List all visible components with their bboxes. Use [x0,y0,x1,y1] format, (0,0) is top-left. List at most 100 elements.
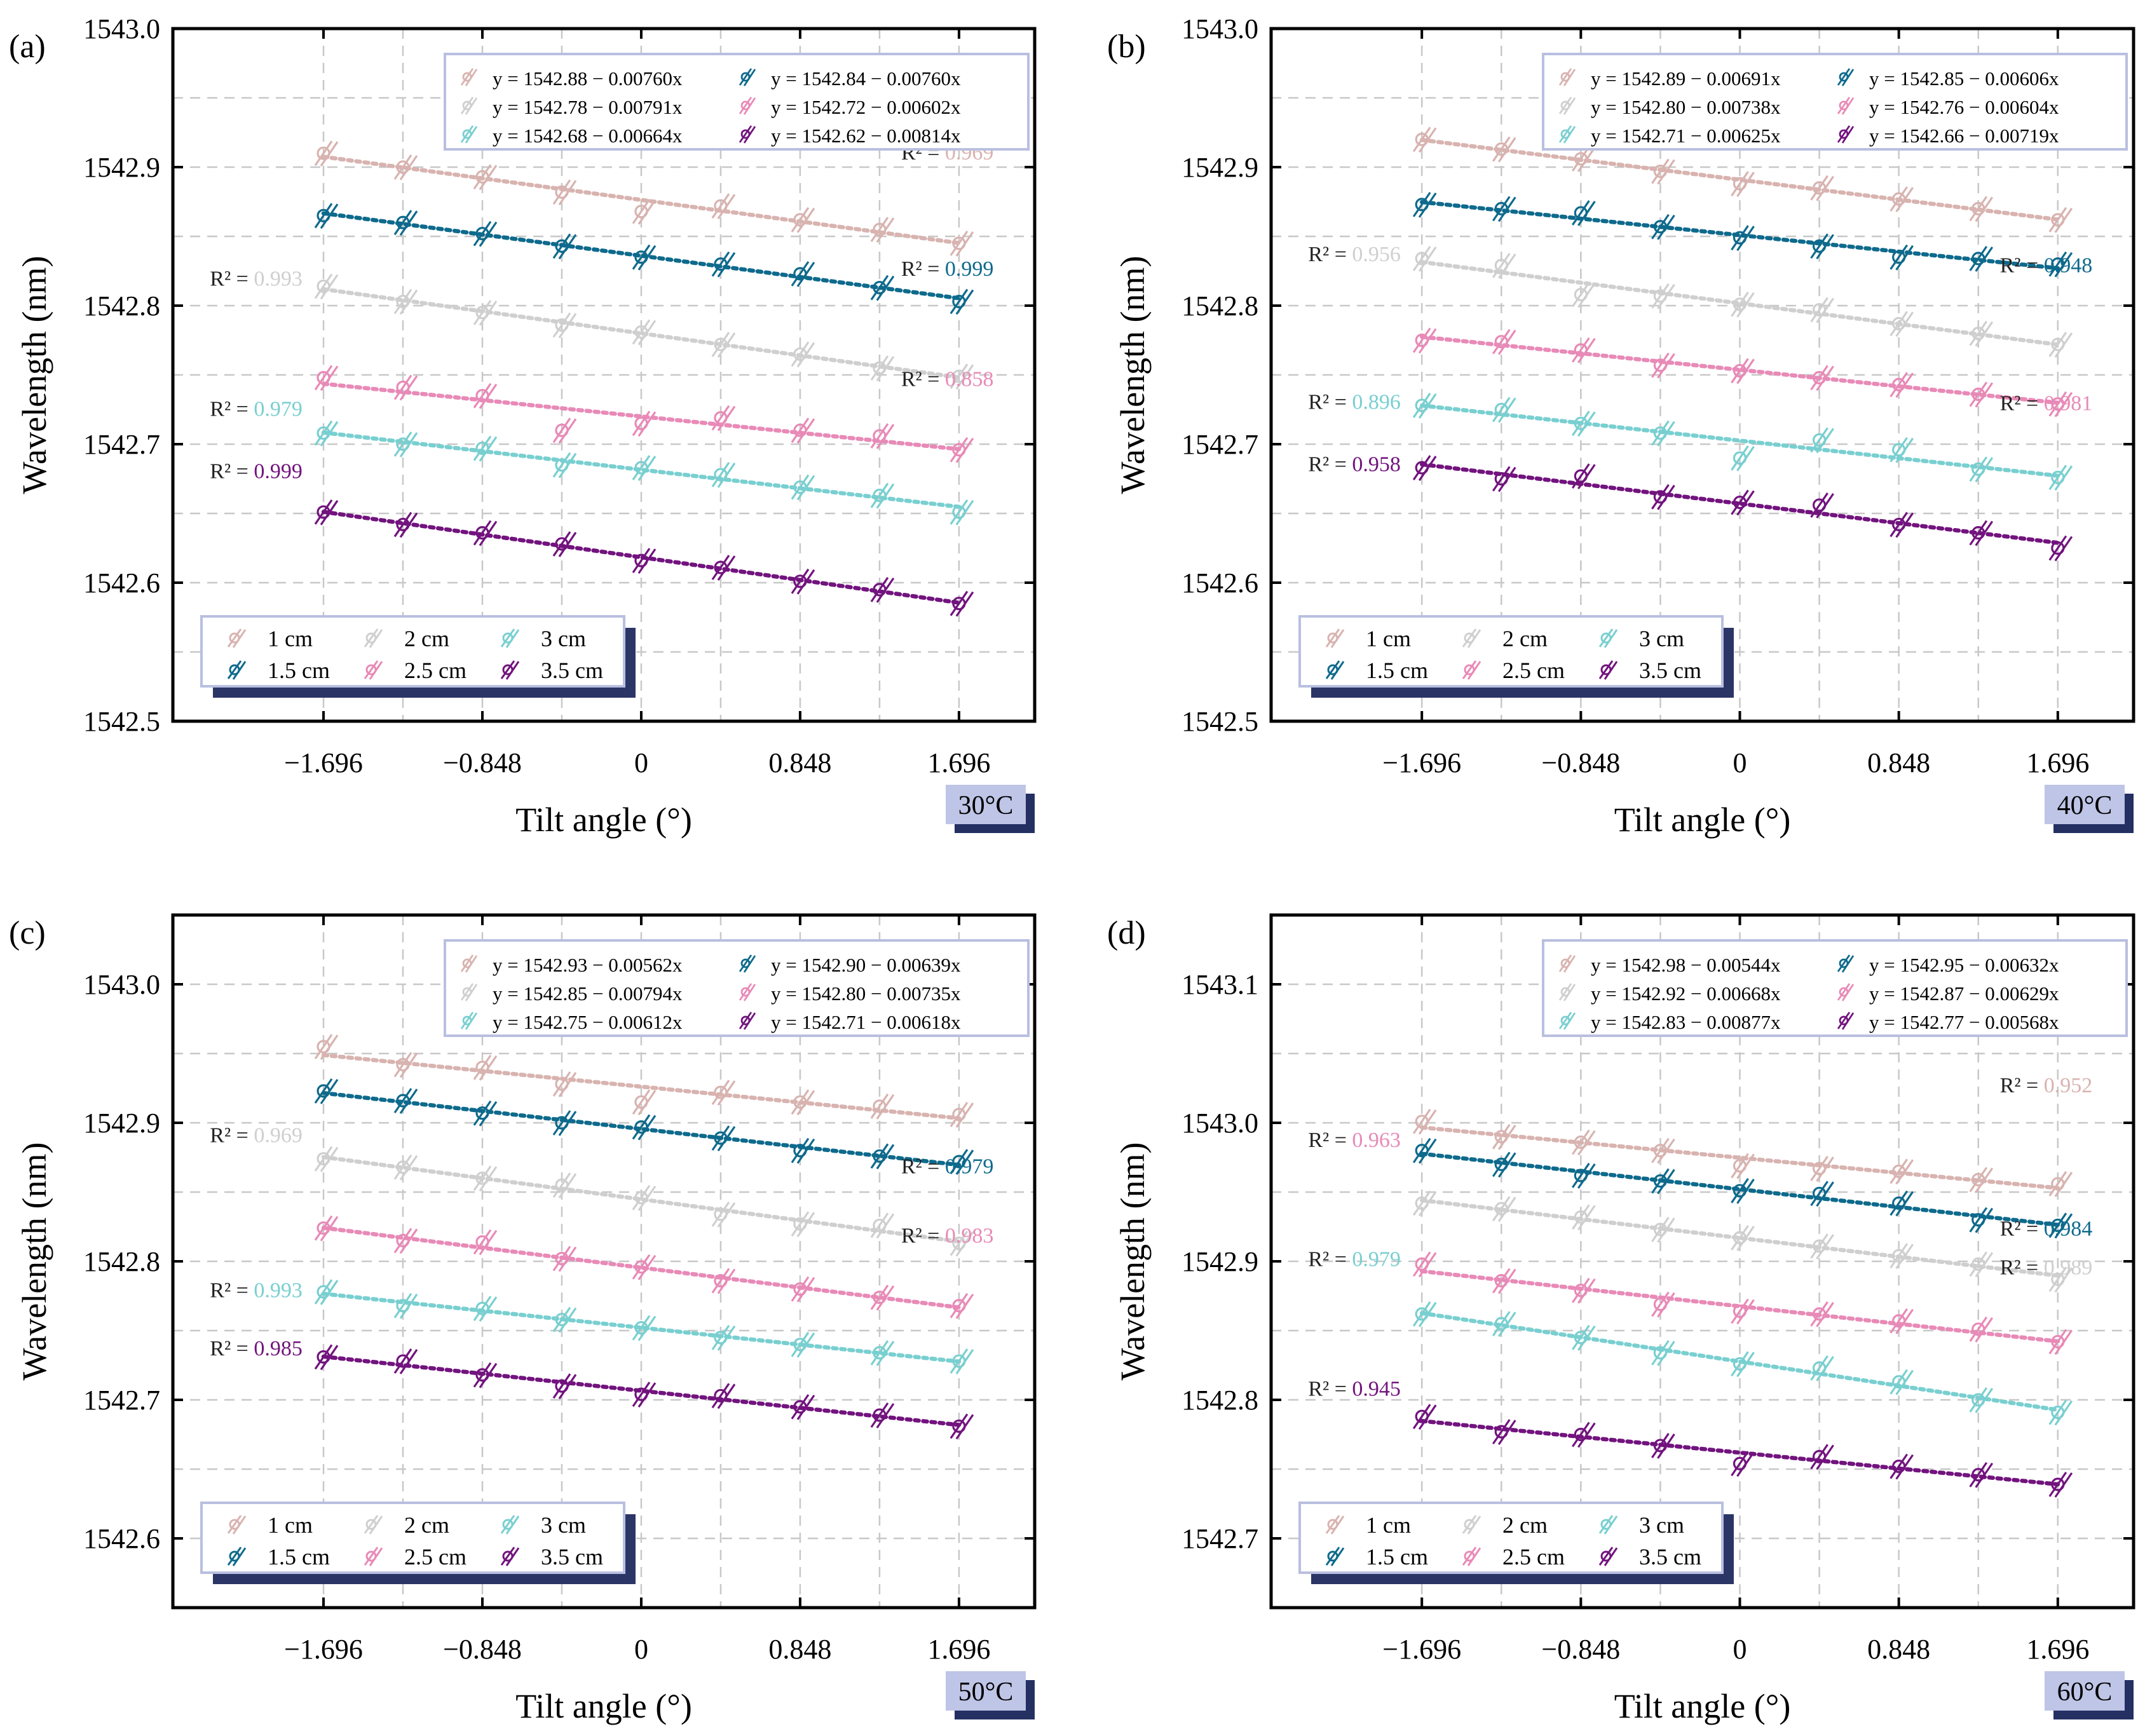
data-point [632,244,657,271]
r2-prefix: R² = [2000,392,2044,416]
data-point [552,452,577,478]
series-1: R² = 0.984 [1412,1137,2092,1241]
series-0: R² = 0.952 [1412,1074,2093,1197]
data-point [632,1089,657,1116]
r2-label: R² = 0.981 [2000,392,2093,416]
panel-label: (d) [1107,915,1146,951]
data-point [1810,1301,1834,1327]
data-point [950,1149,974,1175]
r2-label: R² = 0.983 [901,1224,994,1248]
data-point [1969,1316,1994,1343]
r2-label: R² = 0.958 [1308,453,1401,477]
series-legend-label: 1 cm [268,626,313,651]
series-4: R² = 0.979 [1308,1248,2073,1426]
series-0: R² = 0.969 [314,140,993,257]
r2-prefix: R² = [2000,254,2044,278]
r2-label: R² = 0.858 [901,367,994,391]
data-point [1412,393,1437,419]
data-point [314,1078,339,1104]
r2-prefix: R² = [1308,1129,1352,1152]
data-point [1572,1277,1596,1304]
series-legend-label: 3.5 cm [541,1544,603,1570]
equation-legend-marker [1837,125,1855,144]
y-tick-label: 1542.7 [1181,1523,1258,1554]
data-point [791,1394,815,1420]
equation-text: y = 1542.66 − 0.00719x [1869,125,2059,147]
data-point [1810,297,1834,323]
fit-line [321,1090,962,1167]
data-point [1651,1433,1675,1459]
data-point [870,1402,895,1428]
data-point [870,217,895,243]
data-point [1412,327,1437,354]
data-point [1492,1151,1516,1178]
x-tick-label: −0.848 [443,747,522,778]
equation-text: y = 1542.98 − 0.00544x [1591,954,1781,976]
plot-frame [1269,27,2135,723]
series-legend-marker [500,628,520,648]
data-point [2048,1472,2073,1498]
series-legend-marker [1325,1515,1345,1535]
data-point [1810,1233,1834,1259]
data-point [314,1344,339,1371]
x-tick-label: 1.696 [927,747,990,778]
data-point [2048,251,2073,278]
data-point [314,365,339,391]
data-point [1890,244,1914,271]
r2-prefix: R² = [1308,243,1352,266]
fit-line [1419,137,2060,222]
series-2: R² = 0.969 [210,1124,974,1257]
equation-legend-marker [1837,983,1855,1001]
data-point [1810,427,1834,454]
data-point [1412,1108,1437,1135]
data-point [1969,456,1994,483]
data-point [791,474,815,501]
r2-label: R² = 0.952 [2000,1074,2093,1097]
data-point [393,431,418,458]
temperature-label: 60°C [2057,1678,2113,1707]
equation-text: y = 1542.95 − 0.00632x [1869,954,2059,976]
fit-line [1419,1151,2060,1227]
data-point [870,1093,895,1120]
data-point [1969,245,1994,272]
data-point [791,341,815,368]
r2-label: R² = 0.979 [901,1155,994,1179]
series-legend-label: 1.5 cm [268,658,330,683]
y-tick-label: 1543.0 [1181,13,1258,44]
series-legend-label: 1.5 cm [1366,1544,1428,1570]
series-legend-marker [1598,660,1618,680]
series-legend-marker [1462,628,1481,648]
r2-prefix: R² = [901,1224,945,1248]
panel-label: (a) [9,29,46,65]
data-point [393,1088,418,1115]
data-point [632,1114,657,1141]
data-point [711,193,736,219]
series-3: R² = 0.963 [1308,1129,2073,1355]
data-point [393,288,418,315]
data-point [1810,175,1834,201]
x-tick-label: 0.848 [768,747,831,778]
data-point [870,1143,895,1170]
data-point [473,1229,498,1256]
r2-value: 0.958 [1352,453,1401,477]
data-point [1969,1387,1994,1413]
data-point [1572,200,1596,226]
equation-text: y = 1542.71 − 0.00625x [1591,125,1781,147]
series-legend-marker [1462,1515,1481,1535]
data-point [393,374,418,401]
data-point [711,1125,736,1151]
r2-value: 0.985 [254,1337,303,1360]
fit-line [1419,200,2060,271]
data-point [473,1054,498,1081]
series-3: R² = 0.858 [314,365,994,463]
series-legend-label: 1 cm [268,1512,313,1538]
temp-box [2045,785,2125,824]
equation-text: y = 1542.75 − 0.00612x [493,1011,683,1033]
data-point [1810,233,1834,260]
series-legend-marker [227,1547,247,1566]
data-point [1731,1351,1755,1378]
series-legend [200,1502,625,1574]
data-point [791,1211,815,1238]
